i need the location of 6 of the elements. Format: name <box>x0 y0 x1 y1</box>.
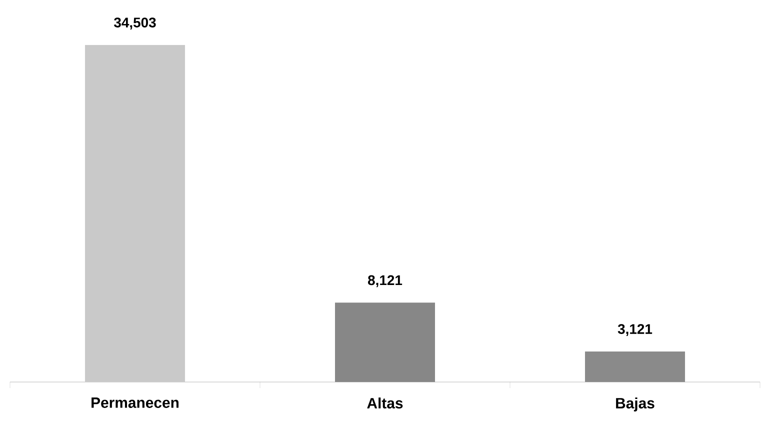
data-label: 34,503 <box>114 18 156 30</box>
data-label: 8,121 <box>368 275 402 288</box>
x-tick-label: Permanecen <box>92 398 179 408</box>
data-label: 3,121 <box>618 324 652 336</box>
x-tick-label: Altas <box>367 398 403 408</box>
x-tick-label: Bajas <box>616 398 654 412</box>
